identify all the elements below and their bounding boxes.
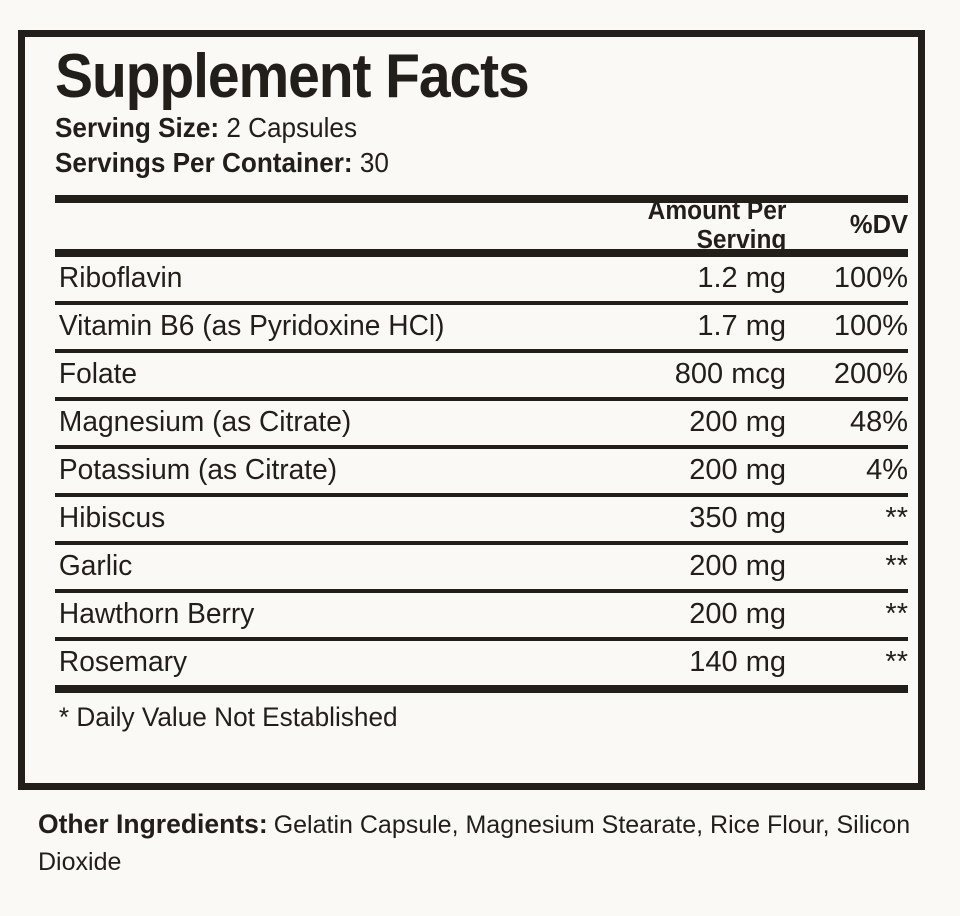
row-name: Hibiscus — [58, 502, 166, 535]
row-divider — [55, 300, 908, 305]
row-name: Hawthorn Berry — [58, 598, 255, 631]
table-row: Magnesium (as Citrate) 200 mg 48% — [55, 401, 908, 445]
table-row: Vitamin B6 (as Pyridoxine HCl) 1.7 mg 10… — [55, 305, 908, 349]
servings-per-container-value: 30 — [359, 147, 389, 179]
other-ingredients-value: Gelatin Capsule, Magnesium Stearate, Ric… — [38, 811, 911, 877]
row-amount: 200 mg — [689, 598, 786, 631]
row-amount: 1.7 mg — [697, 310, 786, 343]
daily-value-footnote: * Daily Value Not Established — [58, 701, 398, 732]
row-amount: 200 mg — [689, 550, 786, 583]
row-dv: 100% — [833, 310, 908, 343]
table-row: Riboflavin 1.2 mg 100% — [55, 257, 908, 301]
row-dv: 48% — [849, 406, 908, 439]
row-name: Magnesium (as Citrate) — [58, 406, 352, 439]
serving-size-line: Serving Size: 2 Capsules — [55, 110, 865, 145]
table-row: Hawthorn Berry 200 mg ** — [55, 593, 908, 637]
title-spacer — [55, 181, 908, 195]
row-dv: 4% — [866, 454, 908, 487]
row-amount: 800 mcg — [674, 358, 786, 391]
table-row: Garlic 200 mg ** — [55, 545, 908, 589]
rule-above-footnote — [55, 684, 908, 693]
servings-per-container-label: Servings Per Container: — [55, 147, 353, 179]
row-dv: ** — [885, 550, 908, 583]
rule-below-column-header — [55, 248, 908, 257]
column-header-row: Amount Per Serving %DV — [55, 197, 908, 254]
row-divider — [55, 396, 908, 401]
row-name: Garlic — [58, 550, 133, 583]
row-amount: 1.2 mg — [697, 262, 786, 295]
serving-size-label: Serving Size: — [55, 112, 220, 144]
table-row: Folate 800 mcg 200% — [55, 353, 908, 397]
other-ingredients: Other Ingredients: Gelatin Capsule, Magne… — [38, 805, 928, 881]
rule-below-serving-info — [55, 194, 908, 203]
row-divider — [55, 348, 908, 353]
table-row: Rosemary 140 mg ** — [55, 641, 908, 685]
row-divider — [55, 492, 908, 497]
serving-size-value: 2 Capsules — [226, 112, 358, 144]
supplement-facts-panel: Supplement Facts Serving Size: 2 Capsule… — [18, 30, 925, 790]
row-divider — [55, 444, 908, 449]
row-amount: 140 mg — [689, 646, 786, 679]
panel-title: Supplement Facts — [55, 42, 530, 111]
row-name: Potassium (as Citrate) — [58, 454, 338, 487]
row-name: Rosemary — [58, 646, 188, 679]
row-name: Vitamin B6 (as Pyridoxine HCl) — [58, 310, 445, 343]
table-row: Potassium (as Citrate) 200 mg 4% — [55, 449, 908, 493]
row-dv: 200% — [833, 358, 908, 391]
row-name: Folate — [58, 358, 138, 391]
row-dv: ** — [885, 598, 908, 631]
nutrient-rows: Riboflavin 1.2 mg 100% Vitamin B6 (as Py… — [55, 257, 908, 685]
row-name: Riboflavin — [58, 262, 183, 295]
row-dv: ** — [885, 646, 908, 679]
row-amount: 350 mg — [689, 502, 786, 535]
column-header-amount: Amount Per Serving — [647, 196, 787, 254]
row-amount: 200 mg — [689, 454, 786, 487]
row-divider — [55, 588, 908, 593]
other-ingredients-label: Other Ingredients: — [38, 809, 268, 839]
column-header-dv: %DV — [849, 211, 908, 240]
row-amount: 200 mg — [689, 406, 786, 439]
servings-per-container-line: Servings Per Container: 30 — [55, 145, 865, 180]
row-dv: ** — [885, 502, 908, 535]
table-row: Hibiscus 350 mg ** — [55, 497, 908, 541]
row-divider — [55, 540, 908, 545]
row-dv: 100% — [833, 262, 908, 295]
row-divider — [55, 636, 908, 641]
